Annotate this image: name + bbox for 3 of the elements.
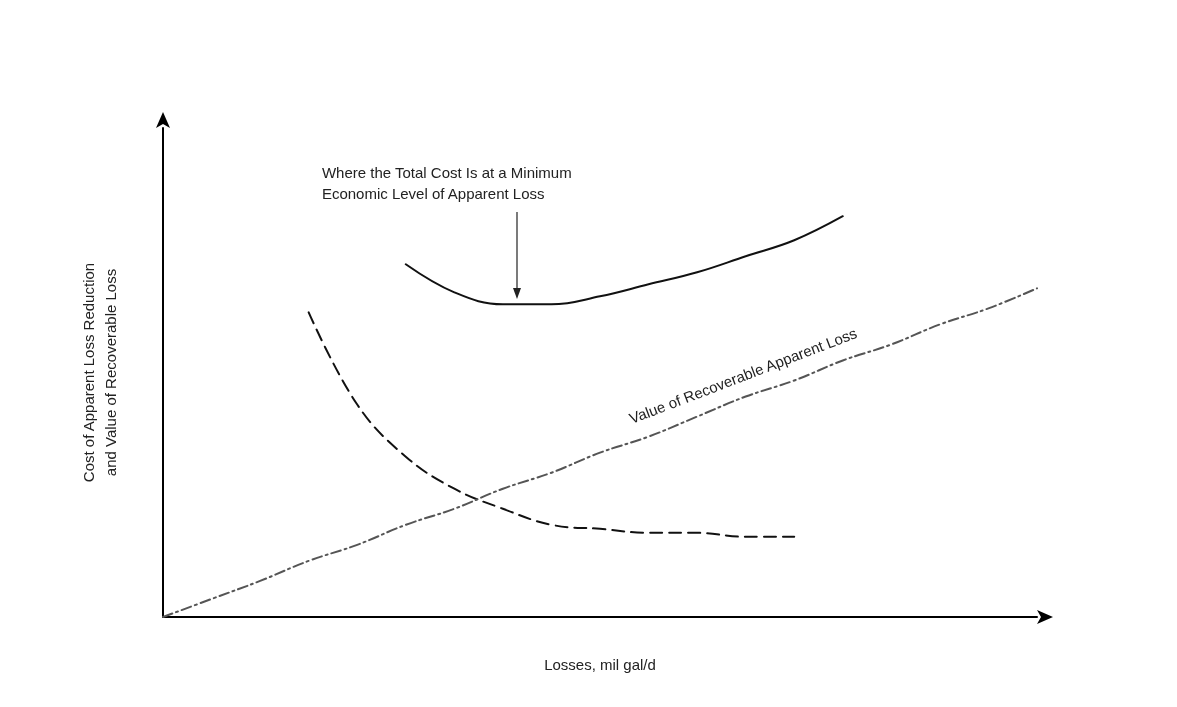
- text: Where the Total Cost Is at a Minimum Economic Level of Apparent Loss: [321, 164, 572, 203]
- y-axis-title: Cost of Apparent Loss Reduction and Value of Recoverable Loss: [79, 262, 119, 483]
- x-axis-title: Losses, mil gal/d: [544, 656, 656, 673]
